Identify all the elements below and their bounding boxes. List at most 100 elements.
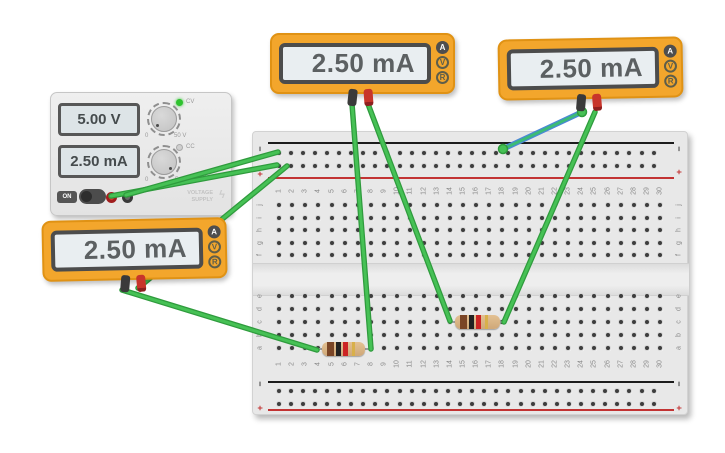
breadboard-hole[interactable] [349,163,354,168]
breadboard-hole[interactable] [397,401,402,406]
breadboard-hole[interactable] [487,346,492,351]
breadboard-hole[interactable] [337,163,341,168]
breadboard-hole[interactable] [316,307,321,312]
breadboard-hole[interactable] [355,333,360,338]
breadboard-hole[interactable] [487,228,492,233]
breadboard-hole[interactable] [434,346,439,351]
breadboard-hole[interactable] [554,163,559,168]
breadboard-hole[interactable] [277,228,281,233]
breadboard-hole[interactable] [474,333,479,338]
breadboard-hole[interactable] [513,294,518,298]
breadboard-hole[interactable] [460,253,465,258]
breadboard-hole[interactable] [368,307,373,312]
breadboard-hole[interactable] [277,253,281,258]
breadboard-hole[interactable] [303,228,308,233]
breadboard-hole[interactable] [566,294,571,298]
breadboard-hole[interactable] [290,294,295,298]
breadboard-hole[interactable] [500,333,505,338]
breadboard-hole[interactable] [526,320,531,325]
breadboard-hole[interactable] [421,401,426,406]
breadboard-hole[interactable] [566,150,571,155]
breadboard-hole[interactable] [631,346,636,351]
breadboard-hole[interactable] [290,228,295,233]
breadboard-hole[interactable] [618,320,623,325]
breadboard-hole[interactable] [554,150,559,155]
breadboard-hole[interactable] [421,215,426,220]
breadboard-hole[interactable] [639,150,644,155]
breadboard-hole[interactable] [579,203,584,207]
breadboard-hole[interactable] [276,163,281,168]
multimeter-top-right[interactable]: 2.50 mA A V R [497,36,684,112]
breadboard-hole[interactable] [395,228,400,233]
breadboard-hole[interactable] [618,294,623,298]
breadboard-hole[interactable] [579,215,584,220]
breadboard-hole[interactable] [303,307,308,312]
breadboard-hole[interactable] [513,320,518,325]
breadboard-hole[interactable] [552,228,557,233]
breadboard-hole[interactable] [460,228,465,233]
breadboard-hole[interactable] [434,307,439,312]
breadboard-hole[interactable] [382,215,387,220]
breadboard-hole[interactable] [591,163,596,168]
breadboard-hole[interactable] [421,150,426,155]
breadboard-hole[interactable] [288,401,293,406]
breadboard-hole[interactable] [530,163,535,168]
breadboard-hole[interactable] [579,294,584,298]
breadboard-hole[interactable] [592,320,597,325]
breadboard-hole[interactable] [526,253,531,258]
breadboard-hole[interactable] [474,253,479,258]
breadboard-hole[interactable] [644,294,649,298]
breadboard-hole[interactable] [395,294,400,298]
breadboard-hole[interactable] [530,150,535,155]
breadboard-hole[interactable] [627,389,632,393]
breadboard-hole[interactable] [303,346,308,351]
volts-mode-button[interactable]: V [436,56,449,69]
black-probe[interactable] [120,274,131,293]
breadboard-hole[interactable] [337,389,341,393]
breadboard-hole[interactable] [329,240,334,245]
breadboard-hole[interactable] [474,203,479,207]
breadboard-hole[interactable] [487,307,492,312]
resistance-mode-button[interactable]: R [664,74,678,88]
breadboard-hole[interactable] [288,163,293,168]
breadboard-hole[interactable] [592,294,597,298]
breadboard-hole[interactable] [408,215,413,220]
breadboard-hole[interactable] [579,253,584,258]
breadboard-hole[interactable] [324,401,329,406]
breadboard-hole[interactable] [368,320,373,325]
breadboard-hole[interactable] [316,253,321,258]
breadboard-hole[interactable] [603,163,608,168]
breadboard-hole[interactable] [324,150,329,155]
breadboard-hole[interactable] [460,215,465,220]
breadboard-hole[interactable] [526,294,531,298]
breadboard-hole[interactable] [434,203,439,207]
breadboard-hole[interactable] [542,401,547,406]
breadboard-hole[interactable] [644,320,649,325]
breadboard-hole[interactable] [368,240,373,245]
breadboard-hole[interactable] [355,203,360,207]
breadboard-hole[interactable] [500,346,505,351]
breadboard-hole[interactable] [433,163,438,168]
breadboard-hole[interactable] [316,333,321,338]
breadboard-hole[interactable] [631,294,636,298]
breadboard-hole[interactable] [395,253,400,258]
breadboard-hole[interactable] [342,333,347,338]
breadboard-hole[interactable] [615,150,620,155]
breadboard-hole[interactable] [618,346,623,351]
breadboard-hole[interactable] [552,253,557,258]
breadboard-hole[interactable] [539,203,544,207]
breadboard-hole[interactable] [530,389,535,393]
breadboard-hole[interactable] [329,333,334,338]
breadboard-hole[interactable] [513,215,518,220]
breadboard-hole[interactable] [530,401,535,406]
breadboard-hole[interactable] [631,307,636,312]
breadboard-hole[interactable] [644,215,649,220]
breadboard-hole[interactable] [434,320,439,325]
breadboard-hole[interactable] [566,346,571,351]
breadboard-hole[interactable] [644,240,649,245]
breadboard-hole[interactable] [605,215,610,220]
breadboard-hole[interactable] [316,240,321,245]
breadboard-hole[interactable] [421,389,426,393]
breadboard-hole[interactable] [487,253,492,258]
breadboard-hole[interactable] [409,401,414,406]
